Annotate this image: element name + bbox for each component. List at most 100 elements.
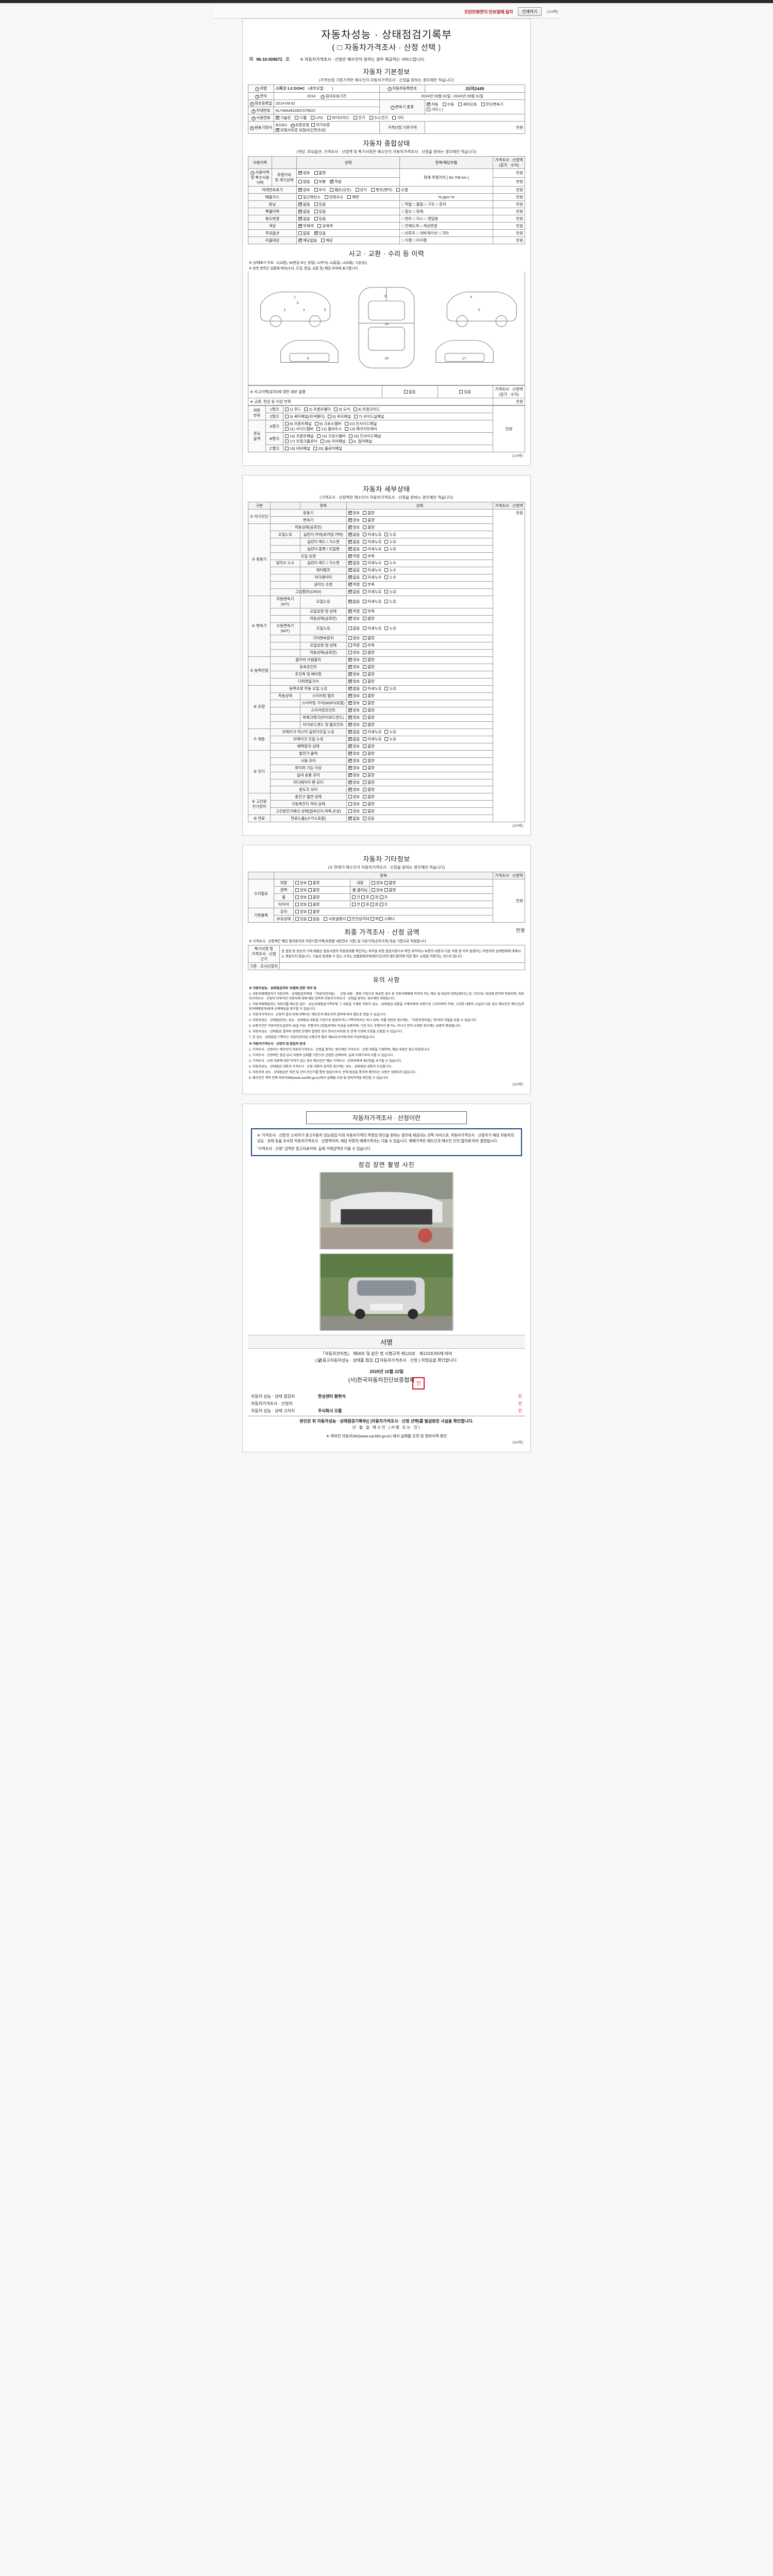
checkbox-fuel-hybrid[interactable]: 하이브리드	[327, 115, 349, 121]
checkbox-양호[interactable]: 양호	[348, 650, 360, 655]
cell-state-tire[interactable]: 양호 불량	[293, 901, 350, 909]
checkbox-누수[interactable]: 누수	[384, 568, 396, 573]
cell-rankc-items[interactable]: 19) 대쉬패널 20) 플로어패널	[283, 445, 493, 453]
vehicle-damage-diagram[interactable]: 1 2 3 5 6 8 14 18 4 5 9 17	[250, 274, 523, 382]
checkbox-fuel-electric[interactable]: 전기	[354, 115, 365, 121]
checkbox-불량[interactable]: 불량	[363, 780, 375, 785]
checkbox-color-chromatic[interactable]: 유채색	[317, 224, 333, 229]
cell-state-interior[interactable]: 양호 불량	[369, 879, 493, 887]
checkbox-mileage-good[interactable]: 양호	[298, 170, 310, 176]
checkbox-불량[interactable]: 불량	[363, 679, 375, 684]
checkbox-있음[interactable]: 있음	[363, 816, 375, 821]
checkbox-누수[interactable]: 누수	[384, 575, 396, 580]
checkbox-special-none[interactable]: 없음	[298, 209, 310, 214]
cell-value-basis[interactable]	[279, 962, 525, 971]
checkbox-미세누수[interactable]: 미세누수	[363, 575, 381, 580]
checkbox-누유[interactable]: 누유	[384, 532, 396, 537]
checkbox-emission-co[interactable]: 일산화탄소	[298, 195, 321, 200]
checkbox-부족[interactable]: 부족	[363, 554, 375, 559]
checkbox-emission-smoke[interactable]: 매연	[347, 195, 359, 200]
checkbox-불량[interactable]: 불량	[363, 744, 375, 749]
cell-ranka-items[interactable]: 8) 프론트패널 9) 크로스멤버 10) 인사이드패널 11) 사이드멤버 1…	[283, 420, 493, 433]
cell-state-cleaning[interactable]: 양호 불량	[369, 886, 493, 894]
checkbox-누수[interactable]: 누수	[384, 561, 396, 566]
photo-vehicle-exterior[interactable]	[320, 1253, 453, 1331]
checkbox-불량[interactable]: 불량	[363, 722, 375, 727]
checkbox-warranty-self[interactable]: 자가보증	[311, 123, 330, 128]
checkbox-양호[interactable]: 양호	[348, 664, 360, 670]
checkbox-양호[interactable]: 양호	[348, 743, 360, 749]
checkbox-불량[interactable]: 불량	[363, 773, 375, 778]
checkbox-미세누유[interactable]: 미세누유	[363, 539, 381, 545]
checkbox-적정[interactable]: 적정	[348, 582, 360, 587]
cell-state-wheel[interactable]: 양호 불량	[293, 893, 350, 902]
checkbox-special-yes[interactable]: 있음	[314, 209, 326, 214]
checkbox-양호[interactable]: 양호	[348, 722, 360, 727]
checkbox-performance-checked[interactable]	[317, 1358, 322, 1364]
cell-accident-yes[interactable]: 있음	[437, 385, 493, 399]
checkbox-불량[interactable]: 불량	[363, 809, 375, 814]
checkbox-불량[interactable]: 불량	[363, 693, 375, 699]
checkbox-양호[interactable]: 양호	[348, 616, 360, 621]
checkbox-불량[interactable]: 불량	[363, 787, 375, 792]
checkbox-양호[interactable]: 양호	[348, 765, 360, 771]
checkbox-미세누수[interactable]: 미세누수	[363, 561, 381, 566]
checkbox-trans-auto[interactable]: 자동	[427, 101, 439, 107]
checkbox-vin-altered[interactable]: 변조(변타)	[371, 188, 392, 193]
checkbox-recall-yes[interactable]: 해당	[321, 238, 333, 243]
checkbox-불량[interactable]: 불량	[363, 802, 375, 807]
checkbox-누유[interactable]: 누유	[384, 547, 396, 552]
checkbox-부족[interactable]: 부족	[363, 609, 375, 614]
checkbox-양호[interactable]: 양호	[348, 679, 360, 684]
checkbox-불량[interactable]: 불량	[363, 715, 375, 720]
checkbox-fuel-diesel[interactable]: 디젤	[295, 115, 307, 121]
checkbox-trans-other[interactable]: 기타 ( )	[427, 107, 443, 112]
checkbox-양호[interactable]: 양호	[348, 700, 360, 706]
checkbox-trans-cvt[interactable]: 무단변속기	[481, 102, 503, 107]
print-install-notice[interactable]: 프린트화면이 안보일때 설치	[464, 9, 513, 14]
checkbox-양호[interactable]: 양호	[348, 715, 360, 720]
checkbox-양호[interactable]: 양호	[348, 693, 360, 699]
checkbox-미세누유[interactable]: 미세누유	[363, 730, 381, 735]
checkbox-불량[interactable]: 불량	[363, 511, 375, 516]
checkbox-누유[interactable]: 누유	[384, 539, 396, 545]
checkbox-양호[interactable]: 양호	[348, 794, 360, 800]
cell-accident-none[interactable]: 없음	[382, 385, 438, 399]
cell-state-glass[interactable]: 양호 불량	[293, 908, 493, 916]
checkbox-적정[interactable]: 적정	[348, 553, 360, 559]
checkbox-없음[interactable]: 없음	[348, 626, 360, 631]
checkbox-양호[interactable]: 양호	[348, 517, 360, 523]
cell-rank2-items[interactable]: 5) 쿼터패널(리어휀더) 6) 루프패널 7) 사이드실패널	[283, 413, 493, 421]
checkbox-없음[interactable]: 없음	[348, 539, 360, 545]
checkbox-vin-good[interactable]: 양호	[298, 187, 310, 193]
checkbox-vin-damage[interactable]: 훼손(오손)	[330, 188, 351, 193]
checkbox-mileage-bad[interactable]: 불량	[314, 171, 326, 176]
checkbox-불량[interactable]: 불량	[363, 672, 375, 677]
checkbox-fuel-gasoline[interactable]: 가솔린	[276, 115, 291, 121]
checkbox-양호[interactable]: 양호	[348, 772, 360, 778]
checkbox-불량[interactable]: 불량	[363, 636, 375, 641]
checkbox-미세누유[interactable]: 미세누유	[363, 737, 381, 742]
